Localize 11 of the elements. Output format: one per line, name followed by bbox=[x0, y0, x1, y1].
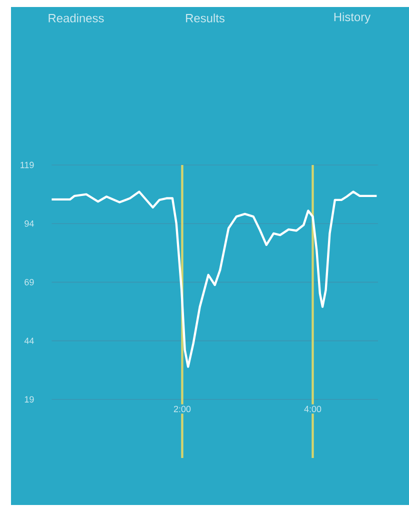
text: Results bbox=[186, 14, 224, 22]
line-series bbox=[50, 190, 378, 368]
y-tick-label: 69 bbox=[24, 279, 34, 286]
x-tick-label: 2:00 bbox=[174, 406, 191, 412]
y-tick-label: 94 bbox=[24, 220, 34, 227]
text: History bbox=[334, 12, 371, 24]
text: Readiness bbox=[48, 14, 104, 22]
y-tick-label: 119 bbox=[20, 162, 34, 168]
y-tick-label: 44 bbox=[24, 338, 34, 344]
y-tick-label: 19 bbox=[24, 396, 34, 403]
x-tick-label: 4:00 bbox=[304, 406, 322, 412]
